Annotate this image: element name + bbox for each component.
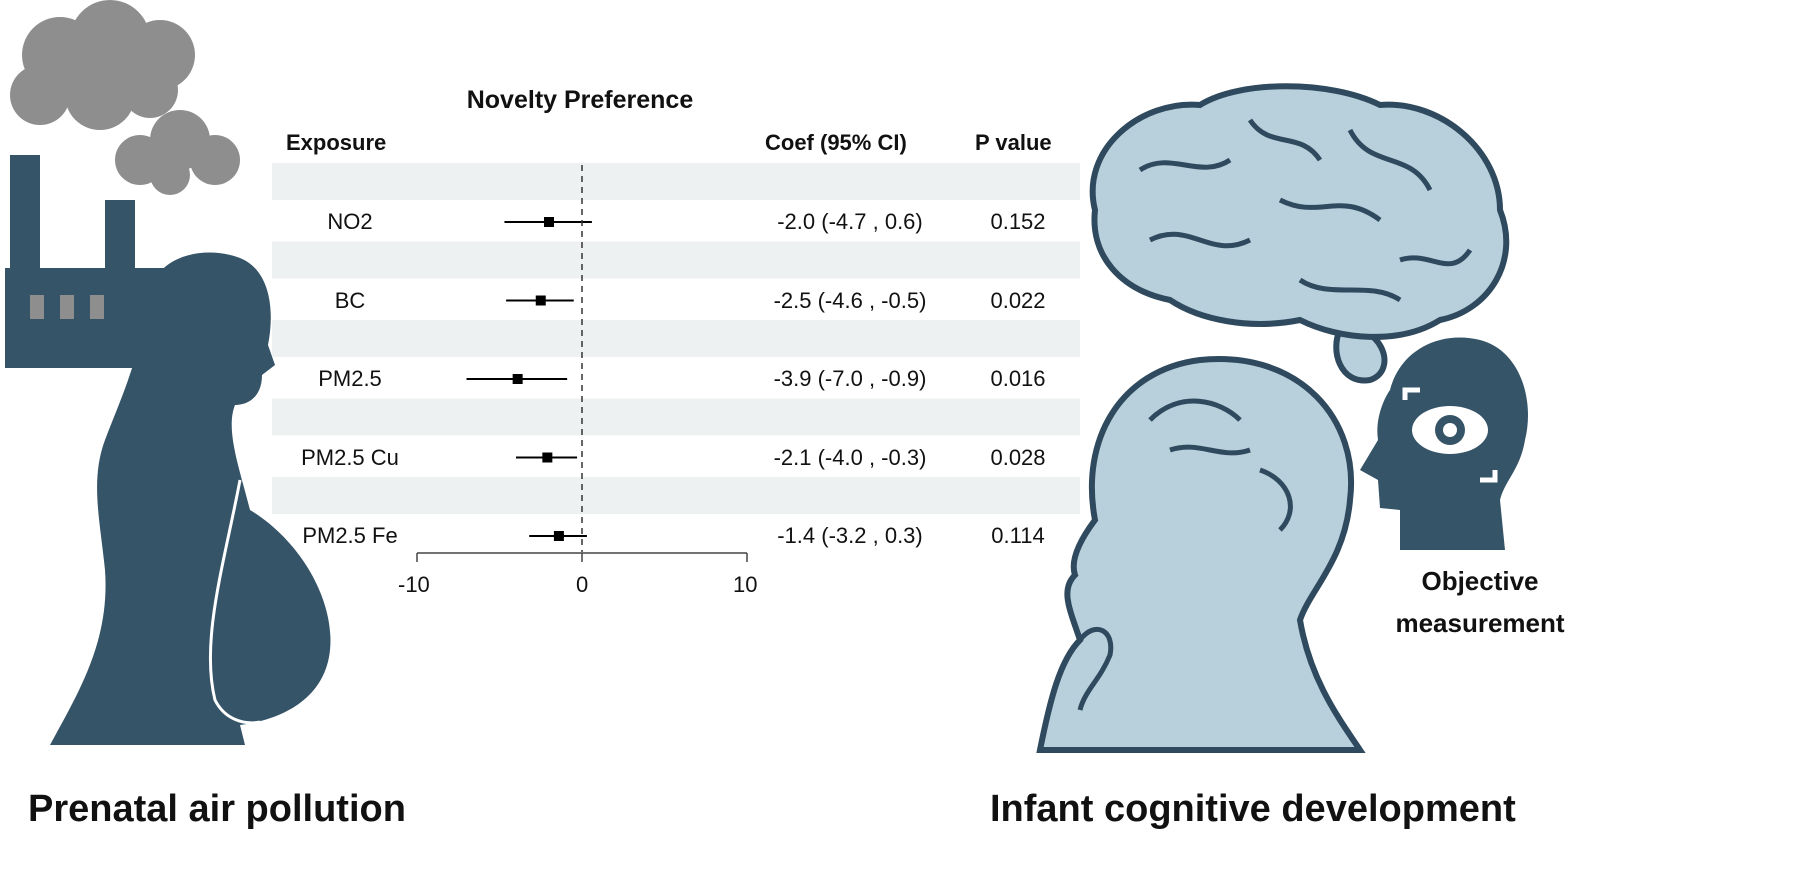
factory-icon <box>5 155 165 368</box>
coef-ci-text: -1.4 (-3.2 , 0.3) <box>777 523 923 548</box>
row-band <box>272 163 1080 200</box>
exposure-label: NO2 <box>327 209 373 234</box>
header-exposure: Exposure <box>286 130 387 155</box>
coef-ci-text: -2.5 (-4.6 , -0.5) <box>773 287 927 313</box>
objective-label: Objective <box>1421 566 1539 596</box>
point-estimate <box>535 295 546 306</box>
p-value-text: 0.028 <box>990 444 1046 470</box>
coef-ci-text: -2.0 (-4.7 , 0.6) <box>777 209 923 234</box>
pregnant-woman-icon <box>50 252 331 746</box>
coef-ci-text: -3.9 (-7.0 , -0.9) <box>773 366 927 391</box>
brain-icon <box>1089 83 1510 384</box>
row-band <box>272 241 1080 279</box>
row-band <box>272 398 1080 436</box>
p-value-text: 0.022 <box>990 287 1046 313</box>
x-tick-label: 0 <box>576 572 589 597</box>
exposure-label: PM2.5 Fe <box>302 523 398 548</box>
eye-head-icon <box>1360 337 1528 550</box>
measurement-label: measurement <box>1395 608 1565 638</box>
exposure-label: PM2.5 Cu <box>301 444 399 470</box>
caption-prenatal-air-pollution: Prenatal air pollution <box>28 788 406 830</box>
exposure-label: BC <box>334 287 366 313</box>
point-estimate <box>542 452 553 463</box>
exposure-label: PM2.5 <box>318 366 382 391</box>
header-coef: Coef (95% CI) <box>765 130 907 155</box>
row-band <box>272 320 1080 357</box>
header-p-value: P value <box>975 130 1052 155</box>
p-value-text: 0.016 <box>990 366 1046 391</box>
chart-title: Novelty Preference <box>466 86 694 114</box>
p-value-text: 0.114 <box>991 523 1045 548</box>
caption-infant-cognitive-development: Infant cognitive development <box>990 788 1516 830</box>
x-tick-label: -10 <box>398 572 430 597</box>
row-band <box>272 477 1080 514</box>
point-estimate <box>512 374 523 384</box>
p-value-text: 0.152 <box>990 209 1046 234</box>
coef-ci-text: -2.1 (-4.0 , -0.3) <box>773 444 927 470</box>
infant-icon <box>1036 356 1366 753</box>
point-estimate <box>544 217 554 227</box>
smoke-icon <box>10 0 240 195</box>
point-estimate <box>553 531 564 541</box>
x-tick-label: 10 <box>733 572 758 597</box>
